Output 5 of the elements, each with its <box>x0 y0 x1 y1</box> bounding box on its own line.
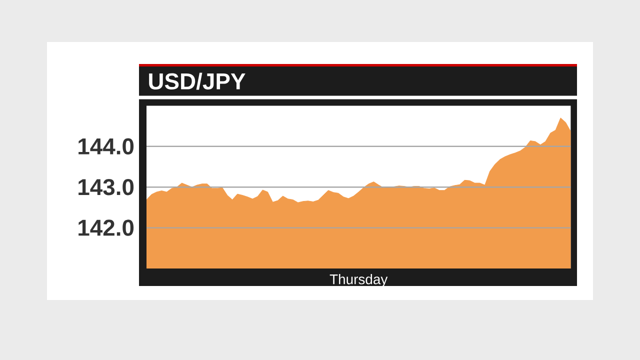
y-tick-label: 144.0 <box>78 138 134 155</box>
y-tick-label: 143.0 <box>78 178 134 196</box>
x-axis-title: Thursday <box>330 274 388 288</box>
chart-title: USD/JPY <box>149 72 246 90</box>
y-tick-label: 142.0 <box>78 220 134 236</box>
